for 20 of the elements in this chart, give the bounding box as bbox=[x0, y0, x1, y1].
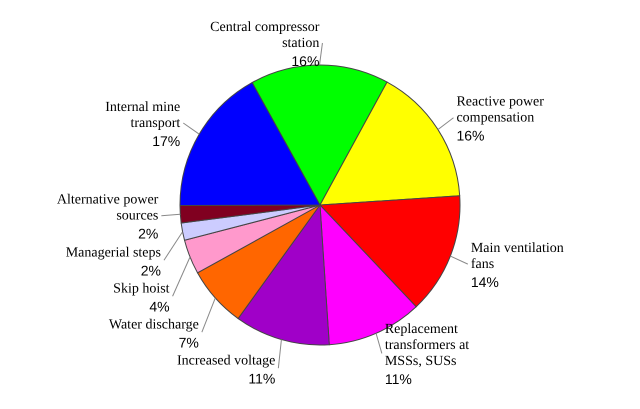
data-label: 2% bbox=[140, 262, 161, 279]
data-label: 16% bbox=[291, 53, 320, 69]
slice-label: Water discharge bbox=[108, 318, 199, 333]
slice-label: Managerial steps bbox=[66, 246, 161, 261]
data-label: 2% bbox=[138, 226, 158, 242]
slice-label: Skip hoist bbox=[113, 282, 170, 297]
slice-label: Central compressor station bbox=[210, 20, 320, 51]
data-label: 4% bbox=[149, 298, 170, 315]
slice-label: Internal mine transport bbox=[105, 100, 180, 132]
data-label: 14% bbox=[470, 274, 499, 290]
data-label: 11% bbox=[384, 370, 412, 387]
data-label: 11% bbox=[248, 370, 276, 387]
data-label: 17% bbox=[152, 133, 180, 150]
data-label: 7% bbox=[178, 334, 199, 351]
slice-label: Alternative power sources bbox=[56, 192, 159, 224]
slice-label: Reactive power compensation bbox=[456, 94, 544, 126]
slice-label: Replacement transformers at MSSs, SUSs bbox=[384, 322, 470, 369]
slice-label: Increased voltage bbox=[177, 354, 276, 369]
slice-label: Main ventilation fans bbox=[470, 241, 564, 272]
data-label: 16% bbox=[456, 128, 485, 144]
